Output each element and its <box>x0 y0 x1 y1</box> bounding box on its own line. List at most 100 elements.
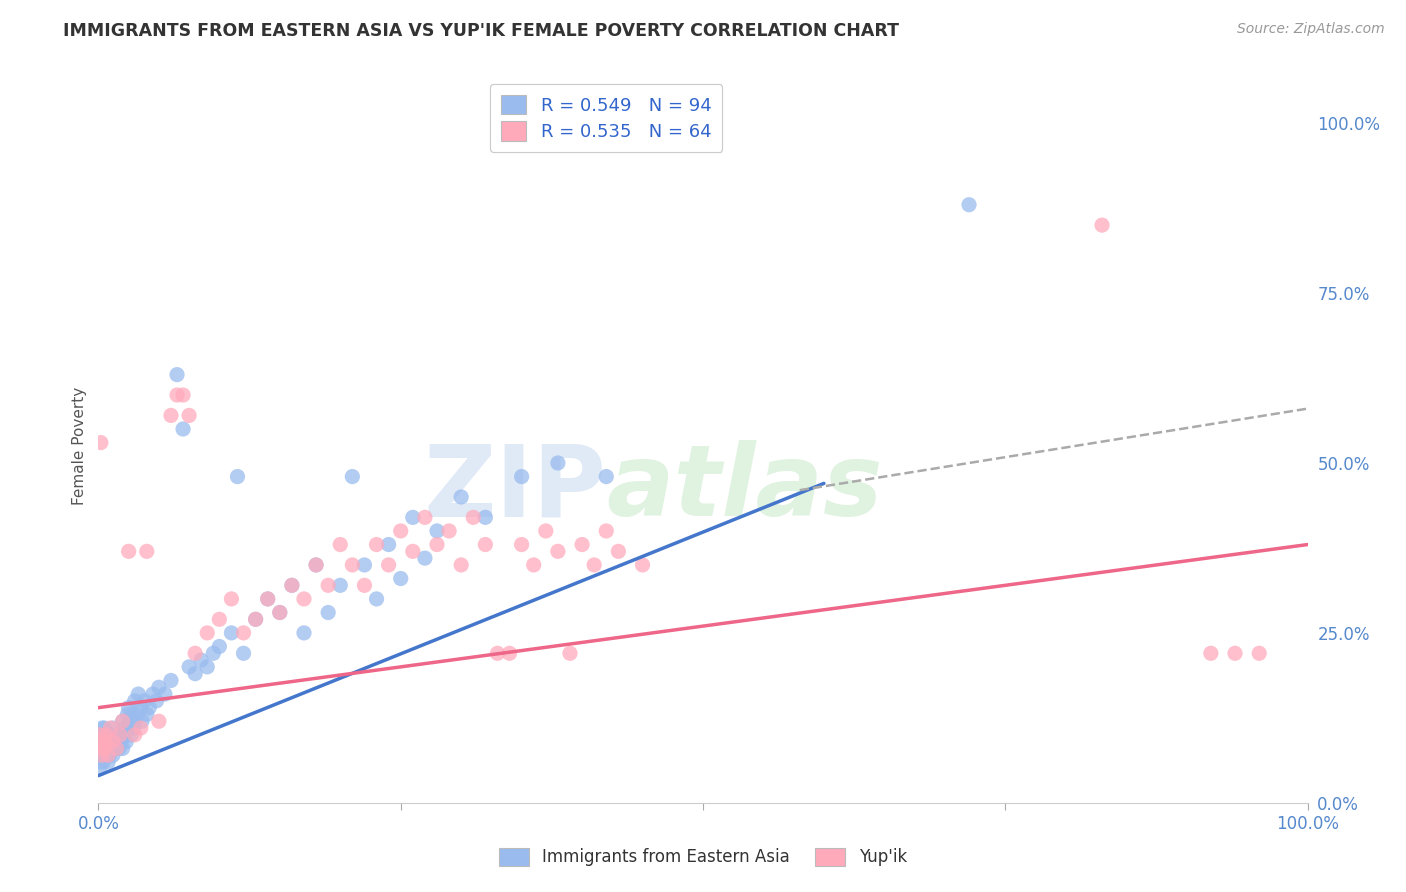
Point <box>135 544 157 558</box>
Point <box>108 728 131 742</box>
Point <box>131 714 153 729</box>
Point <box>413 551 436 566</box>
Point <box>226 469 249 483</box>
Point <box>232 646 254 660</box>
Point <box>108 741 131 756</box>
Point <box>115 734 138 748</box>
Point <box>135 707 157 722</box>
Point <box>110 734 132 748</box>
Point <box>195 660 218 674</box>
Point <box>105 728 128 742</box>
Point <box>474 510 496 524</box>
Point <box>93 721 115 735</box>
Point <box>100 741 122 756</box>
Point <box>94 728 117 742</box>
Point <box>91 728 114 742</box>
Point <box>93 734 115 748</box>
Point <box>498 646 520 660</box>
Point <box>172 422 194 436</box>
Point <box>94 741 117 756</box>
Point <box>402 544 425 558</box>
Point <box>510 469 533 483</box>
Point <box>100 728 122 742</box>
Point <box>342 469 364 483</box>
Point <box>129 700 152 714</box>
Point <box>305 558 328 572</box>
Point <box>534 524 557 538</box>
Point <box>107 734 129 748</box>
Point <box>122 721 145 735</box>
Point <box>89 728 111 742</box>
Point <box>118 544 141 558</box>
Legend: R = 0.549   N = 94, R = 0.535   N = 64: R = 0.549 N = 94, R = 0.535 N = 64 <box>491 84 723 152</box>
Point <box>1249 646 1271 660</box>
Point <box>463 510 485 524</box>
Point <box>202 646 225 660</box>
Point <box>281 578 304 592</box>
Legend: Immigrants from Eastern Asia, Yup'ik: Immigrants from Eastern Asia, Yup'ik <box>491 839 915 875</box>
Point <box>90 741 112 756</box>
Point <box>96 748 118 763</box>
Point <box>558 646 581 660</box>
Point <box>98 748 121 763</box>
Point <box>474 537 496 551</box>
Point <box>353 558 375 572</box>
Point <box>389 524 412 538</box>
Point <box>329 578 352 592</box>
Point <box>104 734 127 748</box>
Point <box>103 741 125 756</box>
Point <box>118 700 141 714</box>
Point <box>90 728 112 742</box>
Point <box>179 409 201 423</box>
Point <box>120 728 142 742</box>
Text: ZIP: ZIP <box>423 441 606 537</box>
Point <box>316 578 339 592</box>
Point <box>124 694 146 708</box>
Point <box>329 537 352 551</box>
Point <box>96 734 118 748</box>
Point <box>94 728 117 742</box>
Point <box>179 660 201 674</box>
Point <box>153 687 176 701</box>
Point <box>97 741 120 756</box>
Point <box>595 524 617 538</box>
Point <box>184 646 207 660</box>
Point <box>160 409 183 423</box>
Point <box>195 626 218 640</box>
Point <box>101 721 124 735</box>
Point <box>292 591 315 606</box>
Point <box>208 640 231 654</box>
Point <box>142 687 165 701</box>
Point <box>305 558 328 572</box>
Point <box>292 626 315 640</box>
Point <box>134 694 156 708</box>
Point <box>148 714 170 729</box>
Point <box>138 700 160 714</box>
Point <box>127 707 149 722</box>
Point <box>583 558 606 572</box>
Point <box>316 606 339 620</box>
Point <box>111 714 134 729</box>
Point <box>89 748 111 763</box>
Point <box>121 707 143 722</box>
Point <box>377 537 399 551</box>
Point <box>124 728 146 742</box>
Text: Source: ZipAtlas.com: Source: ZipAtlas.com <box>1237 22 1385 37</box>
Point <box>595 469 617 483</box>
Point <box>547 456 569 470</box>
Point <box>91 748 114 763</box>
Point <box>366 537 388 551</box>
Point <box>547 544 569 558</box>
Point <box>377 558 399 572</box>
Point <box>124 714 146 729</box>
Point <box>245 612 267 626</box>
Point <box>117 707 139 722</box>
Point <box>389 572 412 586</box>
Point <box>402 510 425 524</box>
Point <box>281 578 304 592</box>
Point <box>91 755 114 769</box>
Point <box>342 558 364 572</box>
Point <box>256 591 278 606</box>
Point <box>91 734 114 748</box>
Point <box>426 537 449 551</box>
